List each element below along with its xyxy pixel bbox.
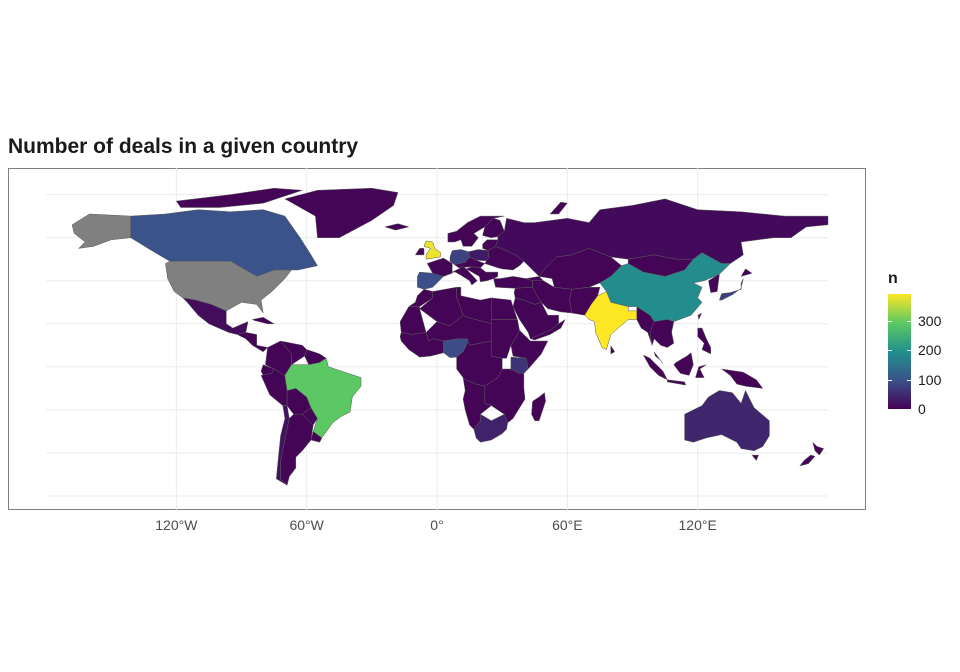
country-indochina	[649, 319, 675, 348]
country-alaska	[71, 213, 131, 249]
country-new-zealand-n	[812, 441, 824, 456]
x-tick-label: 0°	[430, 517, 444, 533]
country-sulawesi	[695, 364, 707, 378]
country-iceland	[384, 223, 410, 231]
country-ireland	[415, 248, 425, 256]
legend-title: n	[888, 270, 898, 287]
legend-tick-mark	[888, 379, 892, 381]
country-spain	[417, 271, 444, 290]
countries	[71, 187, 829, 486]
legend-tick-label: 200	[918, 342, 942, 359]
country-sri-lanka	[610, 345, 615, 355]
legend-tick-label: 0	[918, 401, 926, 417]
country-tasmania	[751, 454, 759, 461]
country-united-kingdom	[423, 240, 441, 260]
country-france	[426, 257, 453, 277]
country-borneo	[673, 352, 694, 376]
legend-tick-mark	[907, 320, 911, 322]
country-new-zealand-s	[799, 454, 816, 467]
country-bangladesh-myanmar	[636, 306, 655, 346]
country-canadian-arctic	[176, 187, 303, 208]
country-central-america	[236, 332, 268, 353]
country-japan	[719, 278, 744, 301]
country-philippines	[697, 327, 711, 355]
country-turkey	[493, 276, 533, 289]
country-mexico	[182, 297, 249, 335]
country-greenland	[284, 187, 399, 238]
legend-tick-mark	[888, 350, 892, 352]
country-taiwan	[697, 312, 702, 320]
country-canada	[130, 209, 318, 277]
legend-colorbar	[888, 294, 911, 409]
country-ethiopia-horn	[510, 329, 549, 370]
x-tick-label: 60°E	[552, 517, 583, 533]
country-java	[667, 379, 686, 386]
country-egypt	[491, 297, 518, 320]
chart-title: Number of deals in a given country	[8, 135, 359, 158]
legend-tick-mark	[907, 379, 911, 381]
country-new-guinea	[721, 368, 764, 389]
country-novaya-zemlya	[549, 201, 568, 215]
x-tick-label: 60°W	[289, 517, 324, 533]
country-hokkaido	[740, 268, 753, 277]
country-peru	[260, 368, 288, 406]
country-brazil	[284, 357, 362, 439]
country-australia	[684, 390, 770, 452]
legend-tick-mark	[907, 350, 911, 352]
country-yemen-oman	[530, 319, 566, 341]
legend-tick-mark	[907, 409, 911, 410]
world-map	[46, 168, 829, 510]
country-south-africa	[473, 413, 508, 443]
country-balkans	[466, 266, 499, 283]
country-madagascar	[531, 392, 546, 421]
country-morocco	[408, 289, 433, 307]
country-korea	[708, 274, 720, 293]
x-tick-label: 120°E	[678, 517, 717, 533]
country-italy	[451, 266, 478, 286]
country-sudan	[491, 319, 520, 359]
country-malaysia	[653, 351, 664, 364]
legend-tick-label: 100	[918, 371, 942, 388]
country-cuba	[252, 317, 275, 325]
country-argentina	[280, 413, 314, 486]
legend-tick-mark	[888, 409, 892, 410]
legend-tick-mark	[888, 320, 892, 322]
country-sumatra	[643, 354, 668, 381]
x-tick-label: 120°W	[155, 517, 198, 533]
legend-tick-label: 300	[918, 312, 942, 329]
